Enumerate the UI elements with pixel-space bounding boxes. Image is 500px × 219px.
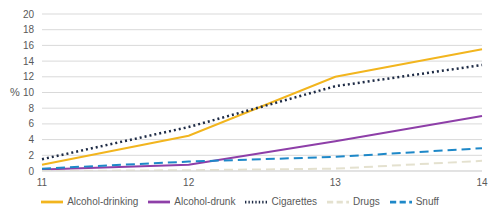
html-text:Cigarettes: Cigarettes bbox=[271, 195, 317, 207]
svg-text:14: 14 bbox=[23, 56, 35, 67]
html-text:Alcohol-drinking: Alcohol-drinking bbox=[67, 195, 139, 207]
svg-text:16: 16 bbox=[23, 40, 35, 51]
svg-text:18: 18 bbox=[23, 24, 35, 35]
svg-text:10: 10 bbox=[23, 87, 35, 98]
svg-text:11: 11 bbox=[37, 177, 48, 188]
svg-text:12: 12 bbox=[23, 71, 35, 82]
svg-text:8: 8 bbox=[28, 103, 34, 114]
svg-text:6: 6 bbox=[28, 118, 34, 129]
svg-text:0: 0 bbox=[28, 166, 34, 177]
html-text:Alcohol-drunk: Alcohol-drunk bbox=[174, 195, 236, 207]
svg-text:4: 4 bbox=[28, 134, 34, 145]
svg-text:20: 20 bbox=[23, 9, 35, 20]
html-text:Snuff: Snuff bbox=[415, 195, 439, 207]
svg-text:2: 2 bbox=[28, 150, 34, 161]
html-text:Drugs: Drugs bbox=[353, 195, 380, 207]
svg-text:%: % bbox=[10, 86, 20, 98]
svg-text:12: 12 bbox=[183, 177, 195, 188]
svg-text:14: 14 bbox=[476, 177, 488, 188]
svg-text:13: 13 bbox=[330, 177, 342, 188]
